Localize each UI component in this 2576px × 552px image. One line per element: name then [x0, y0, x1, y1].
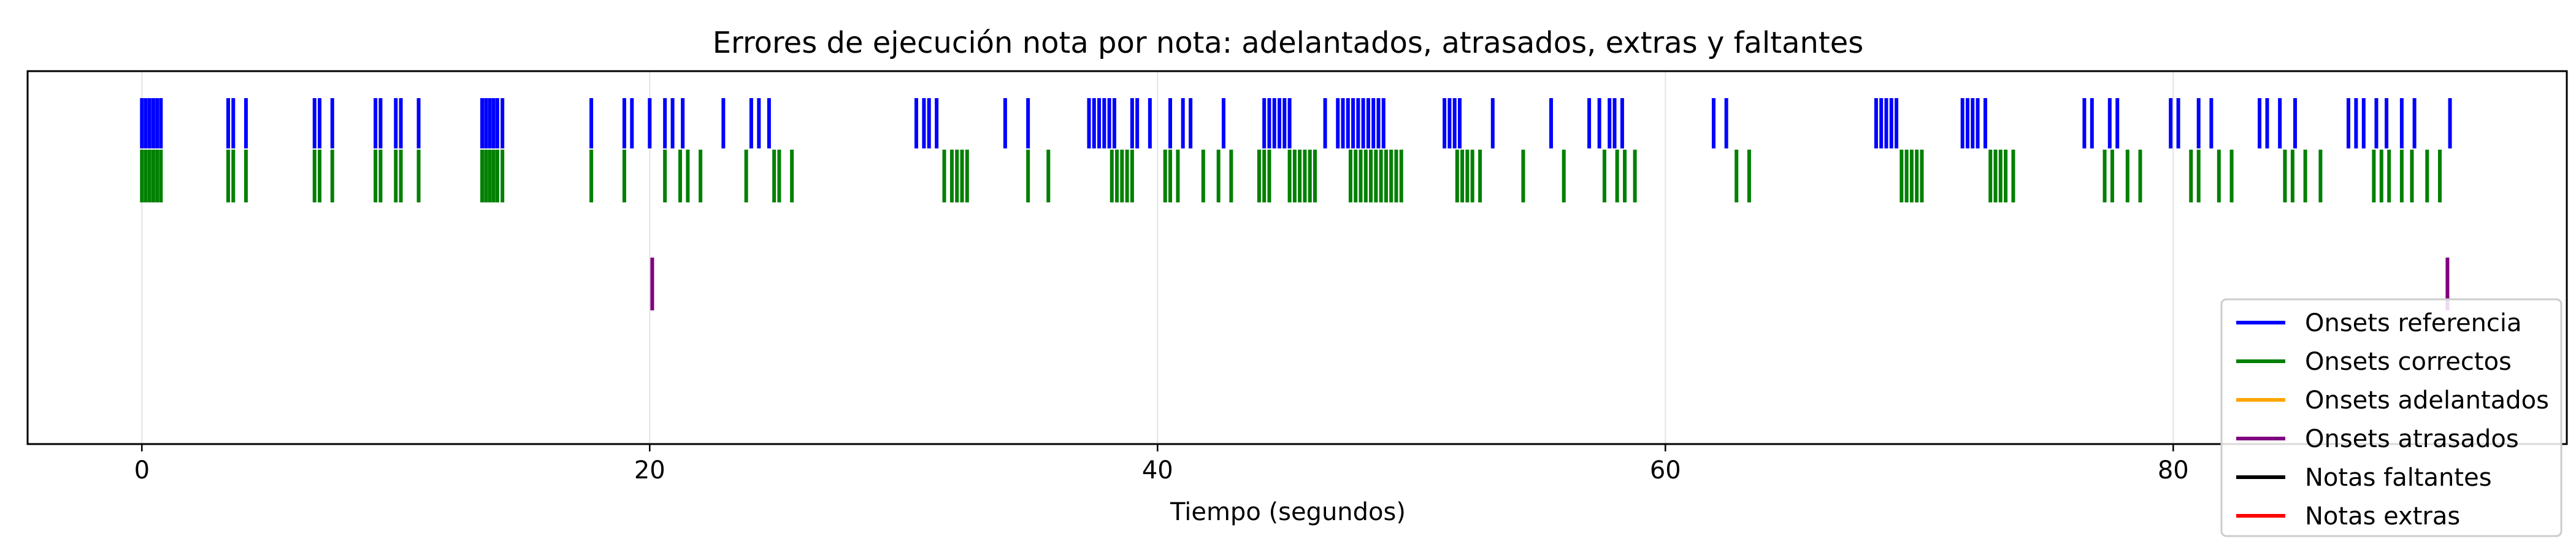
legend-label-3: Onsets atrasados — [2305, 425, 2519, 453]
chart-title: Errores de ejecución nota por nota: adel… — [713, 26, 1864, 60]
x-axis: 0 20 40 60 80 — [134, 444, 2189, 485]
plot-frame — [26, 70, 2568, 445]
x-tick-label-3: 60 — [1650, 456, 1681, 485]
grid-layer — [141, 71, 2174, 444]
legend-label-4: Notas faltantes — [2305, 464, 2492, 492]
legend-label-2: Onsets adelantados — [2305, 386, 2549, 415]
series-0 — [140, 98, 2452, 148]
x-tick-label-0: 0 — [134, 456, 150, 485]
series-1 — [140, 150, 2442, 202]
x-axis-label: Tiempo (segundos) — [1170, 498, 1406, 526]
legend: Onsets referencia Onsets correctos Onsets … — [2220, 298, 2563, 537]
x-tick-label-4: 80 — [2158, 456, 2189, 485]
series-3 — [650, 258, 2450, 310]
x-tick-label-2: 40 — [1142, 456, 1173, 485]
marks-layer — [140, 98, 2452, 310]
x-tick-label-1: 20 — [634, 456, 665, 485]
legend-label-5: Notas extras — [2305, 502, 2460, 531]
legend-box — [2220, 298, 2563, 537]
legend-label-0: Onsets referencia — [2305, 309, 2522, 337]
legend-label-1: Onsets correctos — [2305, 348, 2512, 376]
